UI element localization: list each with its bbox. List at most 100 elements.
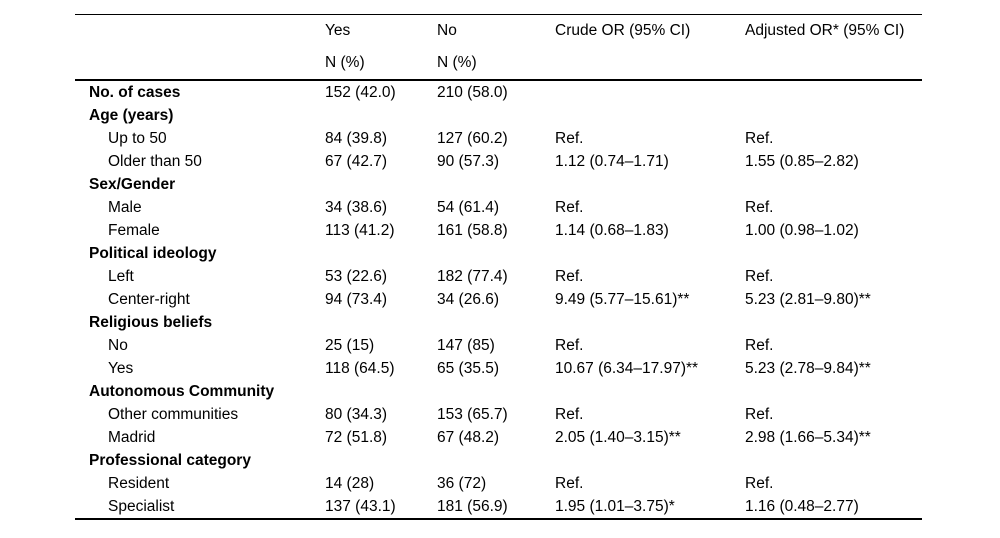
results-table: Yes N (%) No N (%) Crude OR (95% CI) Adj… xyxy=(75,14,922,520)
cell-adjusted-or: 1.55 (0.85–2.82) xyxy=(745,153,859,170)
table-row: Resident 14 (28) 36 (72) Ref. Ref. xyxy=(75,472,922,495)
cell-yes-n-pct: 14 (28) xyxy=(325,475,375,492)
header-adjusted-or-title: Adjusted OR* (95% CI) xyxy=(745,22,905,39)
cell-no-n-pct xyxy=(437,311,555,334)
cell-crude-or xyxy=(555,173,745,196)
cell-crude-or xyxy=(555,80,745,104)
cell-no-n-pct: 90 (57.3) xyxy=(437,153,500,170)
row-label: Sex/Gender xyxy=(89,176,176,193)
row-label: Up to 50 xyxy=(108,130,167,147)
table-row: Religious beliefs xyxy=(75,311,922,334)
cell-yes-n-pct: 137 (43.1) xyxy=(325,498,396,515)
cell-no-n-pct: 182 (77.4) xyxy=(437,268,508,285)
table-row: No 25 (15) 147 (85) Ref. Ref. xyxy=(75,334,922,357)
row-label: Religious beliefs xyxy=(89,314,213,331)
cell-crude-or: 1.14 (0.68–1.83) xyxy=(555,222,669,239)
header-row: Yes N (%) No N (%) Crude OR (95% CI) Adj… xyxy=(75,14,922,81)
row-label: Professional category xyxy=(89,452,251,469)
table-row: Older than 50 67 (42.7) 90 (57.3) 1.12 (0.7… xyxy=(75,150,922,173)
cell-yes-n-pct xyxy=(325,242,437,265)
cell-yes-n-pct xyxy=(325,173,437,196)
cell-yes-n-pct xyxy=(325,104,437,127)
cell-crude-or: Ref. xyxy=(555,268,584,285)
cell-yes-n-pct: 34 (38.6) xyxy=(325,199,388,216)
table-row: Male 34 (38.6) 54 (61.4) Ref. Ref. xyxy=(75,196,922,219)
cell-crude-or: Ref. xyxy=(555,199,584,216)
cell-yes-n-pct xyxy=(325,449,437,472)
cell-no-n-pct: 67 (48.2) xyxy=(437,429,500,446)
header-label-line1 xyxy=(75,15,325,47)
cell-yes-n-pct xyxy=(325,380,437,403)
cell-yes-n-pct: 113 (41.2) xyxy=(325,222,395,239)
table-row: Age (years) xyxy=(75,104,922,127)
cell-adjusted-or: 5.23 (2.81–9.80)** xyxy=(745,291,871,308)
row-label: Female xyxy=(108,222,160,239)
header-yes-title: Yes xyxy=(325,22,351,39)
row-label: Madrid xyxy=(108,429,156,446)
cell-no-n-pct xyxy=(437,449,555,472)
table-row: Up to 50 84 (39.8) 127 (60.2) Ref. Ref. xyxy=(75,127,922,150)
cell-adjusted-or: Ref. xyxy=(745,406,774,423)
cell-crude-or: Ref. xyxy=(555,337,584,354)
table-row: Specialist 137 (43.1) 181 (56.9) 1.95 (1.01… xyxy=(75,495,922,519)
cell-adjusted-or: Ref. xyxy=(745,475,774,492)
cell-crude-or: 1.12 (0.74–1.71) xyxy=(555,153,669,170)
cell-adjusted-or xyxy=(745,311,922,334)
header-adjusted-or-subtitle xyxy=(745,47,922,79)
cell-adjusted-or: Ref. xyxy=(745,130,774,147)
row-label: Male xyxy=(108,199,142,216)
table-row: Professional category xyxy=(75,449,922,472)
cell-yes-n-pct: 118 (64.5) xyxy=(325,360,395,377)
header-crude-or-subtitle xyxy=(555,47,745,79)
cell-adjusted-or xyxy=(745,380,922,403)
table-row: Madrid 72 (51.8) 67 (48.2) 2.05 (1.40–3.15)… xyxy=(75,426,922,449)
table-header: Yes N (%) No N (%) Crude OR (95% CI) Adj… xyxy=(75,14,922,81)
row-label: Yes xyxy=(108,360,134,377)
table-row: No. of cases 152 (42.0) 210 (58.0) xyxy=(75,80,922,104)
cell-adjusted-or xyxy=(745,80,922,104)
header-cell-yes: Yes N (%) xyxy=(325,15,437,81)
cell-crude-or xyxy=(555,311,745,334)
cell-adjusted-or xyxy=(745,104,922,127)
cell-no-n-pct xyxy=(437,173,555,196)
cell-no-n-pct xyxy=(437,380,555,403)
row-label: Left xyxy=(108,268,134,285)
cell-crude-or: Ref. xyxy=(555,406,584,423)
row-label: Other communities xyxy=(108,406,239,423)
cell-yes-n-pct: 80 (34.3) xyxy=(325,406,388,423)
cell-yes-n-pct xyxy=(325,311,437,334)
cell-no-n-pct: 127 (60.2) xyxy=(437,130,508,147)
cell-no-n-pct: 54 (61.4) xyxy=(437,199,500,216)
cell-no-n-pct: 161 (58.8) xyxy=(437,222,508,239)
row-label: Center-right xyxy=(108,291,190,308)
cell-yes-n-pct: 25 (15) xyxy=(325,337,375,354)
results-table-container: Yes N (%) No N (%) Crude OR (95% CI) Adj… xyxy=(75,14,922,520)
cell-adjusted-or xyxy=(745,242,922,265)
cell-adjusted-or: 5.23 (2.78–9.84)** xyxy=(745,360,871,377)
cell-crude-or: 1.95 (1.01–3.75)* xyxy=(555,498,675,515)
cell-yes-n-pct: 72 (51.8) xyxy=(325,429,388,446)
row-label: Specialist xyxy=(108,498,175,515)
cell-no-n-pct: 34 (26.6) xyxy=(437,291,500,308)
header-label-line2 xyxy=(75,47,325,79)
cell-yes-n-pct: 84 (39.8) xyxy=(325,130,388,147)
cell-crude-or: 9.49 (5.77–15.61)** xyxy=(555,291,690,308)
header-cell-no: No N (%) xyxy=(437,15,555,81)
header-cell-label xyxy=(75,15,325,81)
cell-adjusted-or: 2.98 (1.66–5.34)** xyxy=(745,429,871,446)
cell-no-n-pct: 65 (35.5) xyxy=(437,360,500,377)
table-row: Center-right 94 (73.4) 34 (26.6) 9.49 (5.77… xyxy=(75,288,922,311)
table-row: Left 53 (22.6) 182 (77.4) Ref. Ref. xyxy=(75,265,922,288)
cell-no-n-pct: 36 (72) xyxy=(437,475,487,492)
cell-yes-n-pct: 152 (42.0) xyxy=(325,84,396,101)
table-row: Political ideology xyxy=(75,242,922,265)
cell-adjusted-or: 1.00 (0.98–1.02) xyxy=(745,222,859,239)
cell-no-n-pct: 181 (56.9) xyxy=(437,498,508,515)
cell-crude-or: 2.05 (1.40–3.15)** xyxy=(555,429,681,446)
cell-adjusted-or: 1.16 (0.48–2.77) xyxy=(745,498,859,515)
row-label: No xyxy=(108,337,128,354)
cell-adjusted-or: Ref. xyxy=(745,337,774,354)
header-yes-subtitle: N (%) xyxy=(325,54,365,71)
row-label: Age (years) xyxy=(89,107,174,124)
header-cell-adjusted-or: Adjusted OR* (95% CI) xyxy=(745,15,922,81)
